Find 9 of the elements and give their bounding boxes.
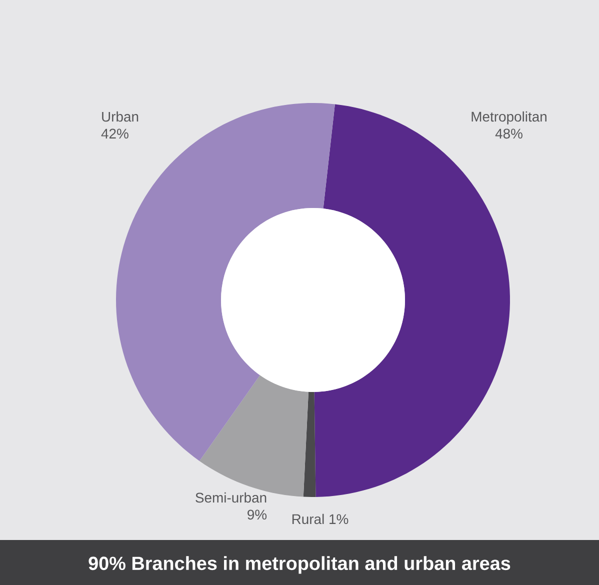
data-label: 48% [495,128,522,139]
data-label: 1% [330,514,348,524]
slice-label: Rural [292,514,324,524]
data-label: 9% [248,510,267,520]
data-label: 42% [101,128,128,139]
slice-label: Semi-urban [196,492,266,503]
text: 90% Branches in metropolitan and urban areas [88,556,510,574]
slice-label: Metropolitan [472,111,546,124]
slice-label: Urban [102,111,138,122]
